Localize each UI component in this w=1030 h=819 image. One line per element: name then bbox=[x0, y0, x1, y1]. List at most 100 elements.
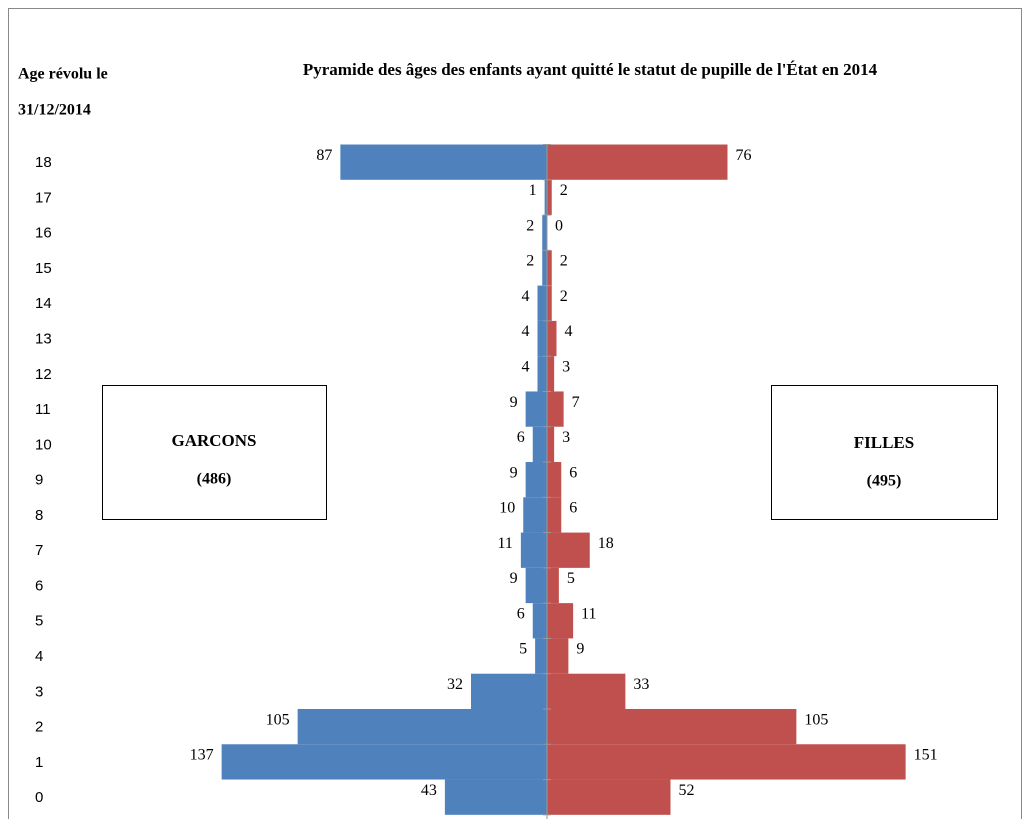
data-label: 5 bbox=[519, 641, 527, 658]
legend-label: GARCONS bbox=[171, 431, 256, 450]
data-label: 0 bbox=[555, 217, 563, 234]
data-label: 2 bbox=[526, 253, 534, 270]
bar bbox=[532, 603, 547, 639]
y-tick-label: 11 bbox=[35, 401, 51, 418]
bar bbox=[547, 391, 564, 427]
bar bbox=[547, 285, 552, 321]
bar bbox=[221, 744, 547, 780]
bar bbox=[532, 426, 547, 463]
y-tick-label: 14 bbox=[35, 295, 52, 312]
y-axis-title: Age révolu le bbox=[18, 66, 108, 83]
series-box bbox=[102, 385, 327, 520]
y-tick-label: 12 bbox=[35, 366, 52, 383]
y-tick-label: 10 bbox=[35, 436, 52, 453]
data-label: 2 bbox=[560, 182, 568, 199]
bar bbox=[523, 497, 547, 533]
bar bbox=[340, 144, 547, 180]
data-label: 6 bbox=[569, 500, 577, 517]
bar bbox=[547, 532, 590, 568]
bar bbox=[547, 638, 569, 674]
y-tick-label: 9 bbox=[35, 472, 43, 489]
data-label: 87 bbox=[316, 147, 332, 164]
bar bbox=[547, 356, 555, 392]
bar bbox=[542, 250, 547, 286]
y-tick-label: 8 bbox=[35, 507, 43, 524]
data-label: 2 bbox=[560, 288, 568, 305]
bar bbox=[542, 215, 547, 251]
y-tick-label: 5 bbox=[35, 613, 43, 630]
data-label: 2 bbox=[526, 217, 534, 234]
data-label: 11 bbox=[581, 605, 596, 622]
bar bbox=[297, 708, 547, 745]
data-label: 76 bbox=[736, 147, 752, 164]
legend-total: (486) bbox=[197, 471, 232, 488]
data-label: 43 bbox=[421, 782, 437, 799]
data-label: 6 bbox=[517, 605, 525, 622]
y-tick-label: 13 bbox=[35, 331, 52, 348]
bar bbox=[547, 673, 626, 709]
legend-total: (495) bbox=[867, 473, 902, 490]
y-tick-label: 18 bbox=[35, 154, 52, 171]
y-tick-label: 1 bbox=[35, 754, 43, 771]
bar bbox=[444, 779, 547, 815]
bar bbox=[525, 391, 547, 427]
bar bbox=[547, 744, 906, 780]
bar bbox=[547, 779, 671, 815]
data-label: 9 bbox=[510, 570, 518, 587]
data-label: 1 bbox=[529, 182, 537, 199]
y-tick-label: 17 bbox=[35, 189, 52, 206]
data-label: 151 bbox=[914, 747, 938, 764]
data-label: 4 bbox=[522, 358, 530, 375]
data-label: 6 bbox=[517, 429, 525, 446]
bar bbox=[547, 708, 797, 745]
data-label: 7 bbox=[572, 394, 580, 411]
bar bbox=[471, 673, 547, 709]
data-label: 33 bbox=[633, 676, 649, 693]
data-label: 32 bbox=[447, 676, 463, 693]
y-tick-label: 15 bbox=[35, 260, 52, 277]
data-label: 3 bbox=[562, 429, 570, 446]
data-label: 11 bbox=[497, 535, 512, 552]
y-axis-title: 31/12/2014 bbox=[18, 102, 91, 119]
data-label: 105 bbox=[804, 711, 828, 728]
bar bbox=[544, 179, 547, 216]
y-tick-label: 7 bbox=[35, 542, 43, 559]
data-label: 2 bbox=[560, 253, 568, 270]
bar bbox=[547, 462, 562, 498]
data-label: 9 bbox=[510, 394, 518, 411]
bar bbox=[520, 532, 547, 568]
y-tick-label: 2 bbox=[35, 719, 43, 736]
series-box bbox=[771, 385, 998, 520]
bar bbox=[547, 320, 557, 357]
data-label: 105 bbox=[266, 711, 290, 728]
data-label: 52 bbox=[679, 782, 695, 799]
bar bbox=[547, 603, 574, 639]
y-tick-label: 0 bbox=[35, 789, 43, 806]
y-tick-label: 16 bbox=[35, 225, 52, 242]
data-label: 4 bbox=[522, 288, 530, 305]
y-tick-label: 3 bbox=[35, 683, 43, 700]
data-label: 137 bbox=[190, 747, 214, 764]
bar bbox=[535, 638, 547, 674]
bar bbox=[525, 567, 547, 604]
data-label: 9 bbox=[576, 641, 584, 658]
bar bbox=[537, 285, 547, 321]
y-tick-label: 4 bbox=[35, 648, 43, 665]
bar bbox=[547, 144, 728, 180]
bar bbox=[547, 497, 562, 533]
chart-title: Pyramide des âges des enfants ayant quit… bbox=[303, 60, 878, 79]
data-label: 4 bbox=[565, 323, 573, 340]
y-tick-label: 6 bbox=[35, 577, 43, 594]
bar bbox=[547, 250, 552, 286]
data-label: 18 bbox=[598, 535, 614, 552]
bar bbox=[537, 320, 547, 357]
bar bbox=[547, 426, 555, 463]
data-label: 9 bbox=[510, 464, 518, 481]
data-label: 5 bbox=[567, 570, 575, 587]
data-label: 6 bbox=[569, 464, 577, 481]
data-label: 10 bbox=[499, 500, 515, 517]
bar bbox=[537, 356, 547, 392]
bar bbox=[525, 462, 547, 498]
